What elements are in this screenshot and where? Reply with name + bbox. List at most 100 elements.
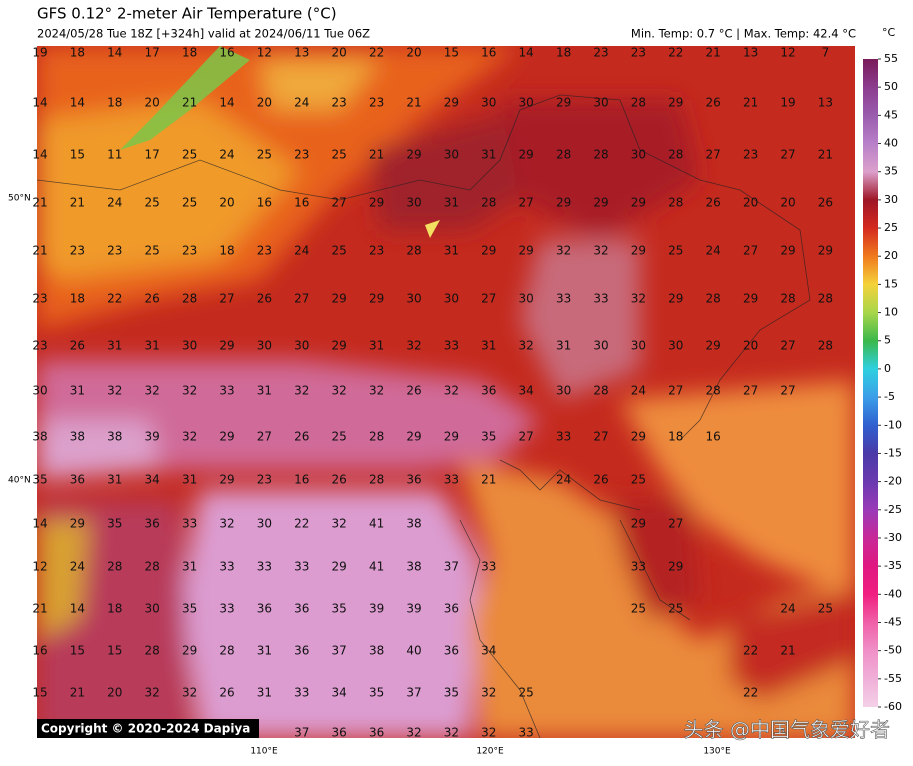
temperature-label: 23 xyxy=(182,244,197,258)
temperature-label: 24 xyxy=(294,244,309,258)
temperature-label: 40 xyxy=(406,644,421,658)
temperature-label: 28 xyxy=(107,560,122,574)
temperature-label: 7 xyxy=(822,46,830,60)
temperature-label: 29 xyxy=(182,644,197,658)
temperature-label: 30 xyxy=(481,96,496,110)
temperature-label: 16 xyxy=(32,644,47,658)
temperature-label: 20 xyxy=(743,196,758,210)
temperature-label: 27 xyxy=(706,148,721,162)
temperature-label: 23 xyxy=(369,96,384,110)
temperature-label: 32 xyxy=(294,384,309,398)
temperature-label: 36 xyxy=(444,602,459,616)
temperature-label: 29 xyxy=(743,292,758,306)
temperature-label: 23 xyxy=(369,244,384,258)
colorbar-label: 15 xyxy=(884,277,898,290)
temperature-label: 29 xyxy=(631,430,646,444)
temperature-label: 18 xyxy=(182,46,197,60)
colorbar-label: 40 xyxy=(884,137,898,150)
temperature-label: 25 xyxy=(145,244,160,258)
colorbar-label: 55 xyxy=(884,52,898,65)
temperature-label: 36 xyxy=(257,602,272,616)
temperature-label: 32 xyxy=(145,384,160,398)
temperature-label: 11 xyxy=(107,148,122,162)
temperature-label: 32 xyxy=(182,384,197,398)
temperature-label: 29 xyxy=(631,244,646,258)
temperature-label: 26 xyxy=(145,292,160,306)
temperature-label: 29 xyxy=(556,96,571,110)
temperature-label: 14 xyxy=(219,96,234,110)
temperature-label: 19 xyxy=(32,46,47,60)
temperature-label: 30 xyxy=(257,339,272,353)
temperature-label: 21 xyxy=(70,196,85,210)
temperature-label: 23 xyxy=(70,244,85,258)
temperature-label: 31 xyxy=(556,339,571,353)
temperature-label: 13 xyxy=(818,96,833,110)
temperature-label: 38 xyxy=(32,430,47,444)
temperature-label: 18 xyxy=(107,602,122,616)
temperature-label: 29 xyxy=(519,148,534,162)
colorbar-label: 5 xyxy=(884,334,891,347)
temperature-label: 12 xyxy=(257,46,272,60)
temperature-label: 15 xyxy=(107,644,122,658)
temperature-label: 31 xyxy=(107,339,122,353)
temperature-label: 20 xyxy=(145,96,160,110)
colorbar-label: 25 xyxy=(884,221,898,234)
temperature-label: 29 xyxy=(631,517,646,531)
temperature-label: 30 xyxy=(444,292,459,306)
temperature-label: 30 xyxy=(593,96,608,110)
temperature-label: 20 xyxy=(257,96,272,110)
temperature-label: 25 xyxy=(668,602,683,616)
temperature-label: 23 xyxy=(257,244,272,258)
stats: Min. Temp: 0.7 °C | Max. Temp: 42.4 °C xyxy=(631,27,856,41)
temperature-label: 18 xyxy=(556,46,571,60)
temperature-label: 29 xyxy=(444,96,459,110)
temperature-label: 29 xyxy=(668,560,683,574)
temperature-label: 18 xyxy=(107,96,122,110)
temperature-label: 31 xyxy=(257,644,272,658)
temperature-label: 23 xyxy=(257,473,272,487)
temperature-label: 32 xyxy=(481,726,496,740)
temperature-label: 21 xyxy=(818,148,833,162)
colorbar-label: 45 xyxy=(884,108,898,121)
temperature-label: 23 xyxy=(32,292,47,306)
temperature-label: 36 xyxy=(294,644,309,658)
temperature-label: 33 xyxy=(294,686,309,700)
temperature-label: 32 xyxy=(593,244,608,258)
temperature-label: 24 xyxy=(294,96,309,110)
temperature-label: 29 xyxy=(668,292,683,306)
temperature-label: 36 xyxy=(369,726,384,740)
temperature-label: 28 xyxy=(481,196,496,210)
temperature-label: 30 xyxy=(631,339,646,353)
temperature-label: 16 xyxy=(257,196,272,210)
temperature-label: 31 xyxy=(107,473,122,487)
temperature-label: 32 xyxy=(369,384,384,398)
temperature-label: 17 xyxy=(145,46,160,60)
temperature-label: 15 xyxy=(70,644,85,658)
temperature-label: 29 xyxy=(369,292,384,306)
temperature-label: 28 xyxy=(668,148,683,162)
temperature-label: 28 xyxy=(145,644,160,658)
temperature-label: 30 xyxy=(444,148,459,162)
temperature-label: 30 xyxy=(519,96,534,110)
lon-label: 110°E xyxy=(250,747,278,757)
temperature-label: 35 xyxy=(332,602,347,616)
temperature-label: 29 xyxy=(219,430,234,444)
temperature-label: 24 xyxy=(631,384,646,398)
temperature-label: 21 xyxy=(32,196,47,210)
temperature-label: 27 xyxy=(743,244,758,258)
temperature-label: 19 xyxy=(780,96,795,110)
temperature-label: 16 xyxy=(219,46,234,60)
temperature-label: 38 xyxy=(406,517,421,531)
temperature-label: 32 xyxy=(444,726,459,740)
temperature-label: 15 xyxy=(444,46,459,60)
temperature-label: 28 xyxy=(780,292,795,306)
lon-label: 120°E xyxy=(476,747,504,757)
temperature-label: 31 xyxy=(182,473,197,487)
temperature-label: 33 xyxy=(556,292,571,306)
temperature-label: 25 xyxy=(257,148,272,162)
temperature-label: 26 xyxy=(593,473,608,487)
temperature-label: 30 xyxy=(406,292,421,306)
colorbar-label: -55 xyxy=(884,672,902,685)
temperature-label: 25 xyxy=(818,602,833,616)
temperature-label: 31 xyxy=(444,244,459,258)
